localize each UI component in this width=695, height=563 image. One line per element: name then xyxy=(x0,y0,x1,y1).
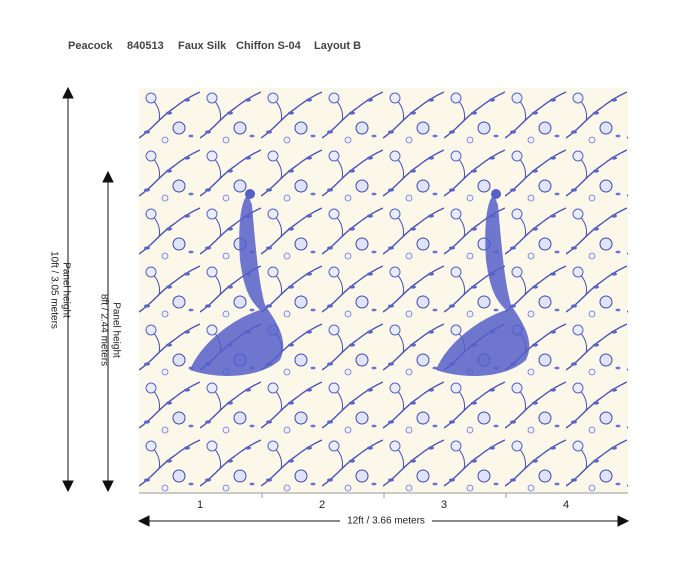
width-label: 12ft / 3.66 meters xyxy=(347,516,425,527)
pattern xyxy=(139,88,628,493)
visible-height-label: Panel height 8ft / 2.44 meters xyxy=(98,294,121,366)
panel-ruler xyxy=(139,492,628,498)
panel-number: 4 xyxy=(563,499,569,511)
header-item: Chiffon S-04 xyxy=(236,40,302,52)
header: Peacock 840513 Faux Silk Chiffon S-04 La… xyxy=(68,40,361,52)
wallpaper-preview xyxy=(139,88,628,493)
panel-number: 1 xyxy=(197,499,203,511)
dimension-value: 10ft / 3.05 meters xyxy=(48,251,59,329)
panel-number: 2 xyxy=(319,499,325,511)
dimension-label: Panel height xyxy=(110,302,121,358)
label-background xyxy=(340,513,432,529)
header-item: Peacock xyxy=(68,40,114,52)
panel-number: 3 xyxy=(441,499,447,511)
dimension-label: Panel height xyxy=(60,262,71,318)
header-item: Faux Silk xyxy=(178,40,227,52)
peacock xyxy=(190,189,284,376)
peacock xyxy=(436,189,530,376)
dimension-value: 8ft / 2.44 meters xyxy=(98,294,109,366)
full-height-label: Panel height 10ft / 3.05 meters xyxy=(48,251,71,329)
header-item: Layout B xyxy=(314,40,361,52)
height-dimension xyxy=(62,86,114,493)
header-item: 840513 xyxy=(127,40,164,52)
